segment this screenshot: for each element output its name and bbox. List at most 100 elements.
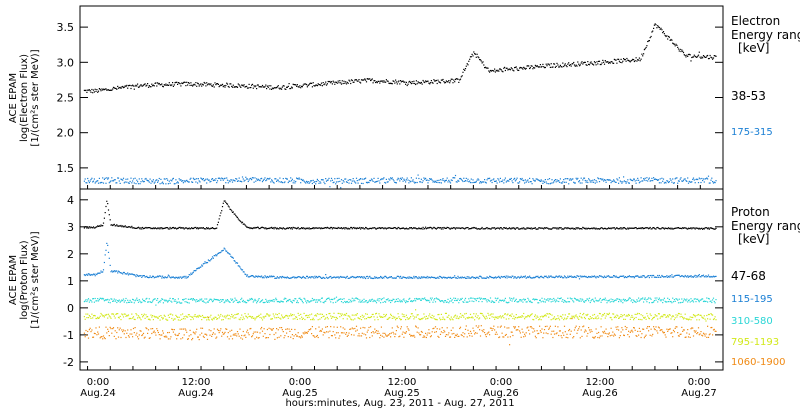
data-point bbox=[260, 328, 262, 330]
data-point bbox=[157, 302, 159, 304]
data-point bbox=[296, 84, 298, 86]
data-point bbox=[145, 226, 147, 229]
data-point bbox=[147, 276, 149, 278]
data-point bbox=[324, 83, 326, 85]
data-point bbox=[488, 227, 490, 229]
data-point bbox=[608, 300, 610, 302]
data-point bbox=[550, 275, 552, 277]
data-point bbox=[266, 300, 268, 302]
data-point bbox=[234, 314, 236, 316]
data-point bbox=[686, 298, 688, 300]
data-point bbox=[107, 177, 110, 179]
data-point bbox=[659, 317, 661, 319]
data-point bbox=[541, 65, 543, 68]
data-point bbox=[243, 271, 245, 273]
data-point bbox=[368, 326, 370, 329]
data-point bbox=[179, 319, 181, 321]
data-point bbox=[469, 277, 472, 279]
data-point bbox=[392, 298, 394, 300]
data-point bbox=[136, 227, 138, 229]
data-point bbox=[180, 276, 182, 278]
data-point bbox=[646, 45, 648, 47]
data-point bbox=[691, 228, 693, 230]
data-point bbox=[391, 277, 393, 279]
data-point bbox=[177, 276, 179, 278]
data-point bbox=[509, 276, 511, 278]
data-point bbox=[494, 71, 496, 73]
data-point bbox=[445, 301, 447, 303]
data-point bbox=[431, 179, 433, 181]
data-point bbox=[673, 227, 675, 230]
data-point bbox=[350, 334, 353, 336]
data-point bbox=[316, 334, 318, 337]
data-point bbox=[636, 299, 638, 301]
data-point bbox=[188, 314, 190, 316]
data-point bbox=[267, 276, 269, 278]
data-point bbox=[707, 175, 710, 177]
data-point bbox=[149, 337, 151, 339]
data-point bbox=[335, 227, 338, 229]
data-point bbox=[223, 85, 225, 87]
data-point bbox=[176, 338, 178, 340]
data-point bbox=[645, 46, 647, 49]
data-point bbox=[662, 299, 665, 301]
data-point bbox=[206, 338, 209, 340]
data-point bbox=[381, 298, 383, 300]
data-point bbox=[542, 182, 544, 184]
data-point bbox=[600, 301, 602, 303]
data-point bbox=[583, 227, 586, 229]
data-point bbox=[466, 63, 468, 65]
data-point bbox=[316, 227, 318, 229]
data-point bbox=[192, 85, 194, 87]
data-point bbox=[596, 300, 598, 302]
data-point bbox=[107, 251, 110, 253]
data-point bbox=[482, 298, 484, 300]
data-point bbox=[564, 276, 566, 278]
data-point bbox=[172, 298, 174, 300]
data-point bbox=[365, 226, 367, 229]
data-point bbox=[677, 274, 680, 276]
data-point bbox=[278, 312, 280, 315]
electron-y-ticks: 1.52.02.53.03.5 bbox=[57, 21, 723, 175]
data-point bbox=[680, 301, 682, 304]
data-point bbox=[138, 334, 140, 336]
data-point bbox=[271, 179, 273, 181]
data-point bbox=[175, 227, 177, 229]
data-point bbox=[316, 301, 318, 303]
data-point bbox=[689, 276, 691, 278]
legend-electron-38-53: 38-53 bbox=[731, 89, 766, 103]
data-point bbox=[212, 227, 214, 229]
data-point bbox=[494, 316, 496, 318]
data-point bbox=[433, 315, 435, 317]
data-point bbox=[292, 318, 294, 320]
data-point bbox=[594, 228, 596, 230]
data-point bbox=[215, 337, 217, 339]
data-point bbox=[575, 64, 577, 66]
data-point bbox=[248, 334, 250, 336]
data-point bbox=[261, 300, 263, 302]
data-point bbox=[458, 318, 460, 320]
data-point bbox=[435, 79, 437, 82]
data-point bbox=[509, 69, 511, 71]
data-point bbox=[636, 228, 638, 230]
data-point bbox=[96, 317, 98, 320]
data-point bbox=[496, 316, 498, 318]
data-point bbox=[385, 275, 387, 277]
data-point bbox=[311, 82, 313, 84]
data-point bbox=[112, 270, 115, 273]
data-point bbox=[220, 84, 222, 86]
data-point bbox=[175, 314, 177, 316]
data-point bbox=[156, 179, 158, 181]
data-point bbox=[118, 225, 120, 227]
data-point bbox=[615, 275, 617, 277]
data-point bbox=[512, 317, 514, 320]
data-point bbox=[280, 227, 282, 229]
data-point bbox=[285, 177, 287, 179]
data-point bbox=[622, 228, 624, 230]
data-point bbox=[273, 87, 275, 89]
data-point bbox=[250, 299, 252, 301]
data-point bbox=[84, 274, 86, 277]
data-point bbox=[132, 84, 134, 86]
data-point bbox=[370, 79, 372, 82]
